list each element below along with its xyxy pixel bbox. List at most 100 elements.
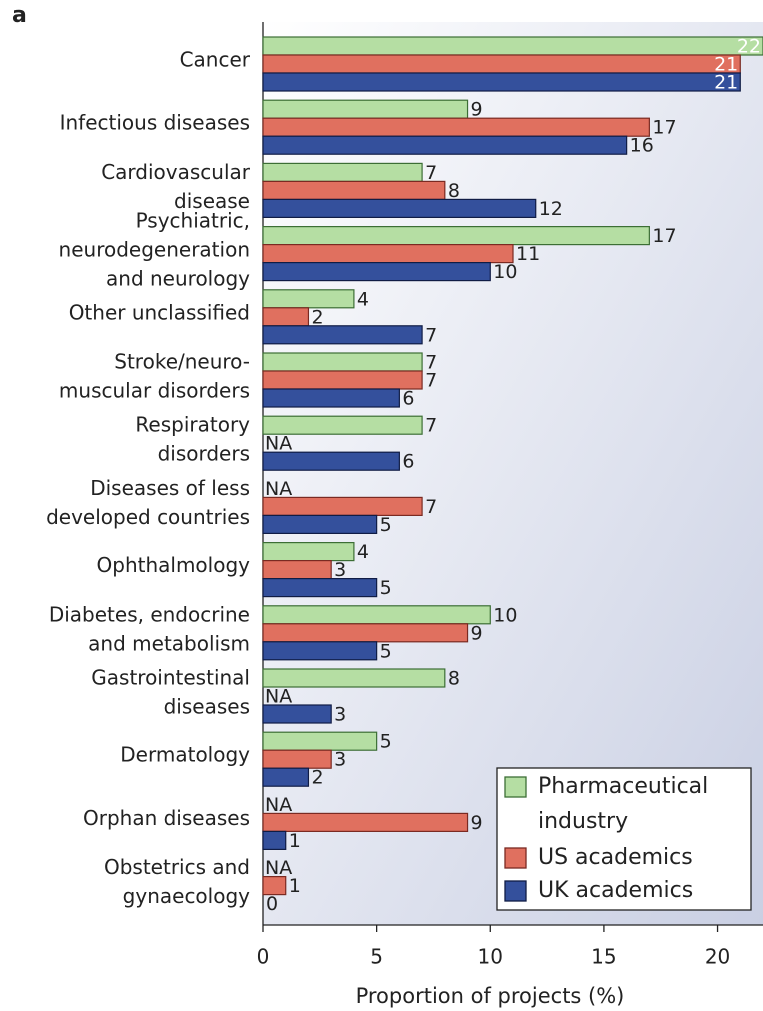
bar [262,731,378,751]
value-label: 5 [380,514,392,536]
value-label: 11 [516,243,540,265]
bar [262,605,491,625]
x-tick-label: 20 [705,945,730,969]
bar [262,641,378,661]
value-label: 3 [334,749,346,771]
x-tick-label: 0 [257,945,270,969]
bar [262,451,400,471]
bar [262,370,423,390]
value-label: 9 [471,812,483,834]
value-label: 7 [425,415,437,437]
x-axis-label: Proportion of projects (%) [356,984,625,1008]
legend-label: UK academics [538,878,693,903]
value-label: NA [265,478,292,500]
bar [262,352,423,372]
x-tick-label: 5 [370,945,383,969]
value-label: 1 [289,830,301,852]
bar [262,623,469,643]
legend-label: Pharmaceutical industry [538,774,708,834]
value-label: 8 [448,180,460,202]
bar [262,875,287,896]
value-label: 7 [425,496,437,518]
category-label: Dermatology [120,743,250,767]
value-label: 4 [357,288,369,310]
value-label: 5 [380,640,392,662]
category-label: Diseases of less developed countries [46,475,250,528]
value-label: 3 [334,559,346,581]
category-label: Cardiovascular disease [101,159,251,212]
bar [262,514,378,535]
bar [262,749,332,769]
bar [262,226,650,246]
bar [262,559,332,580]
bar [262,180,446,200]
bar [262,198,537,218]
bar [262,99,469,119]
value-label: 2 [311,767,323,789]
bar [262,162,423,182]
category-label: Obstetrics and gynaecology [104,855,250,908]
bar [262,135,628,155]
value-label: 17 [652,117,676,139]
bar [262,307,310,327]
category-label: Orphan diseases [83,806,250,830]
bar [262,830,287,851]
value-label: 10 [493,604,517,626]
value-label: NA [265,686,292,708]
x-tick-label: 15 [591,945,616,969]
value-label: NA [265,794,292,816]
value-label: 7 [425,162,437,184]
bar [262,668,446,688]
value-label: 5 [380,731,392,753]
bar [262,541,355,562]
category-label: Diabetes, endocrine and metabolism [49,602,250,655]
value-label: 16 [630,135,654,157]
value-label: 5 [380,577,392,599]
category-label: Stroke/neuro-muscular disorders [59,349,250,402]
value-label: 1 [289,875,301,897]
value-label: 9 [471,99,483,121]
bar [262,289,355,309]
value-label: 7 [425,370,437,392]
value-label: 0 [266,893,278,915]
bar [262,577,378,598]
x-tick-label: 10 [478,945,503,969]
bar [262,767,310,787]
legend-swatch [504,776,527,798]
value-label: 17 [652,225,676,247]
category-label: Respiratory disorders [135,412,250,465]
bar [262,54,741,74]
panel-label: a [12,3,27,28]
value-label: 12 [539,198,563,220]
value-label: 2 [311,306,323,328]
legend-label: US academics [538,845,693,870]
bar [262,704,332,724]
bar [262,262,491,282]
value-label: 4 [357,541,369,563]
value-label: 22 [737,36,761,58]
bar [262,415,423,435]
value-label: 6 [402,388,414,410]
category-label: Gastrointestinal diseases [91,665,250,718]
legend-swatch [504,847,527,869]
value-label: 7 [425,324,437,346]
value-label: 9 [471,622,483,644]
bar [262,388,400,408]
value-label: 8 [448,668,460,690]
value-label: 21 [714,72,738,94]
value-label: 21 [714,54,738,76]
value-label: 10 [493,261,517,283]
value-label: 7 [425,352,437,374]
value-label: NA [265,433,292,455]
category-label: Ophthalmology [97,553,251,577]
category-label: Other unclassified [69,300,250,324]
value-label: 6 [402,451,414,473]
value-label: NA [265,857,292,879]
bar [262,325,423,345]
legend-box [496,767,752,911]
value-label: 3 [334,704,346,726]
legend-swatch [504,880,527,902]
category-label: Cancer [180,48,251,72]
bar [262,812,469,833]
